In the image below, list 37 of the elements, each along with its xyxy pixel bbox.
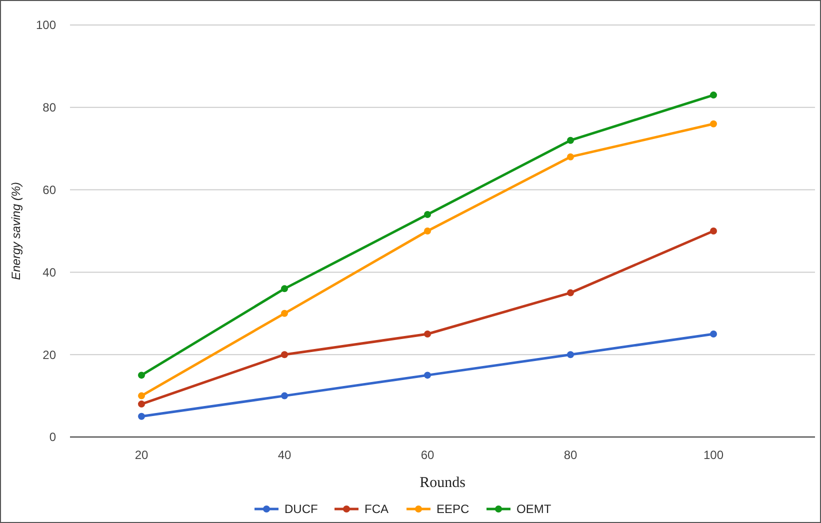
point [567,289,574,296]
y-axis-title: Energy saving (%) [9,182,23,280]
y-tick-label: 80 [42,100,56,115]
point [281,392,288,400]
legend-label: OEMT [516,502,552,516]
point [567,153,574,160]
y-tick-label: 100 [36,18,56,32]
point [424,330,431,338]
point [281,351,288,358]
point [710,120,717,128]
y-tick-label: 40 [42,265,56,280]
point [567,136,574,144]
legend-label: DUCF [284,502,318,516]
point [281,285,288,292]
point [281,310,288,317]
point [710,330,717,338]
point [138,400,145,408]
x-axis-title: Rounds [420,475,466,491]
x-tick-label: 60 [420,448,434,462]
y-tick-label: 60 [42,183,56,197]
point [567,351,574,358]
point [138,412,145,420]
y-tick-label: 20 [42,348,56,362]
legend-label: FCA [364,502,388,516]
point [710,228,717,234]
x-tick-label: 20 [134,448,148,462]
point [424,211,431,218]
x-tick-label: 40 [278,448,292,462]
y-tick-label: 0 [49,430,56,444]
point [138,372,145,379]
legend-label: EEPC [436,502,470,516]
point [138,392,145,400]
point [424,372,431,379]
x-tick-label: 80 [564,448,578,462]
point [424,228,431,234]
x-tick-label: 100 [703,448,724,462]
point [710,92,717,99]
